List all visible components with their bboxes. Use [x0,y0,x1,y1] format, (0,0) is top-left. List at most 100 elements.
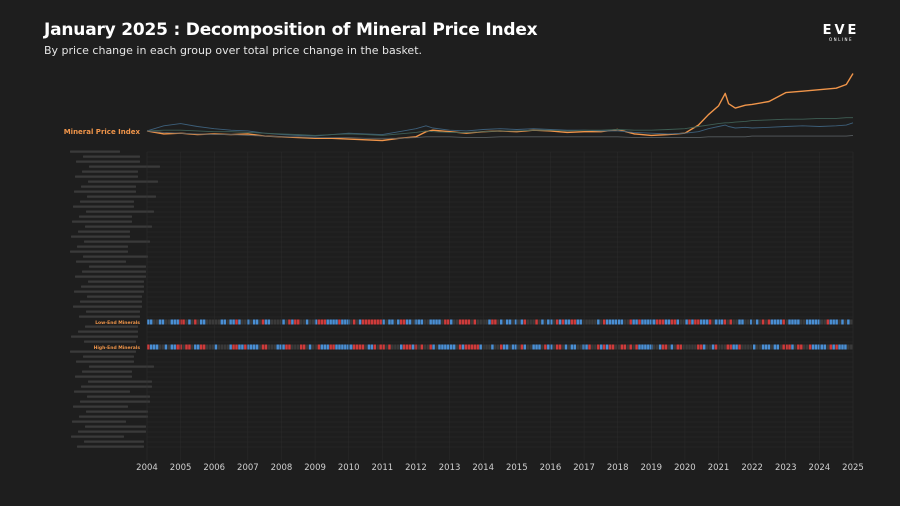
heatmap-cell [470,319,474,325]
heatmap-cell [835,319,838,325]
heatmap-cell [373,319,377,325]
heatmap-cell [526,344,529,350]
heatmap-cell [805,344,809,350]
heatmap-cell [323,344,327,350]
heatmap-cell [847,344,850,350]
heatmap-cell [729,319,732,325]
heatmap-cell [247,319,250,325]
heatmap-cell [747,344,750,350]
heatmap-cell [447,344,450,350]
heatmap-cell [826,344,830,350]
heatmap-cell [700,344,703,350]
x-tick-label: 2008 [271,463,293,473]
heatmap-cell [829,344,832,350]
heatmap-cell [473,319,477,325]
heatmap-row-label-placeholder [82,370,132,373]
heatmap-row-label-placeholder [82,170,138,173]
x-tick-label: 2017 [573,463,595,473]
heatmap-row-label-placeholder [79,415,148,418]
x-axis: 2004 2005 2006 2007 2008 2009 2010 2011 2012 2013… [136,152,864,473]
heatmap-cell [444,344,447,350]
heatmap-cell [285,319,288,325]
heatmap-cell [800,319,803,325]
heatmap-cell [299,319,303,325]
heatmap-cell [361,319,365,325]
heatmap-cell [758,319,762,325]
heatmap-row-label-placeholder [89,165,160,168]
heatmap-cell [588,319,591,325]
heatmap-cell [608,344,612,350]
heatmap-cell [764,319,768,325]
heatmap-cell [241,319,244,325]
x-tick-label: 2014 [472,463,494,473]
x-tick-label: 2023 [775,463,797,473]
heatmap-cell [329,344,332,350]
heatmap-cell [632,319,635,325]
heatmap-cell [258,319,262,325]
heatmap-cell [249,344,253,350]
heatmap-cell [188,344,191,350]
heatmap-row-label-placeholder [78,230,130,233]
heatmap-cell [538,344,541,350]
heatmap-cell [623,344,627,350]
heatmap-cell [388,319,391,325]
heatmap-cell [332,319,335,325]
heatmap-cell [276,319,279,325]
x-tick-label: 2009 [304,463,326,473]
heatmap-cell [397,319,400,325]
heatmap-cell [735,344,738,350]
heatmap-cell [638,344,641,350]
heatmap-cell [379,319,382,325]
heatmap-cell [585,344,588,350]
heatmap-cell [432,319,435,325]
heatmap-cell [764,344,768,350]
heatmap-cell [397,344,400,350]
heatmap-cell [850,344,853,350]
heatmap-cell [197,344,200,350]
heatmap-cell [570,344,574,350]
heatmap-cell [832,319,835,325]
heatmap-cell [617,344,621,350]
heatmap-cell [247,344,250,350]
heatmap-cell [264,319,268,325]
heatmap-cell [491,319,494,325]
heatmap-cell [741,344,744,350]
heatmap-cell [611,319,615,325]
heatmap-cell [258,344,262,350]
heatmap-row-label-placeholder [87,395,150,398]
heatmap-cell [555,319,559,325]
heatmap-cell [417,319,421,325]
heatmap-row-label-placeholder [84,340,136,343]
heatmap-cell [420,319,424,325]
heatmap-cell [238,344,241,350]
heatmap-cell [788,344,791,350]
heatmap-cell [482,319,485,325]
heatmap-row-label-placeholder [79,215,132,218]
heatmap-cell [611,344,615,350]
heatmap-cell [488,319,491,325]
heatmap-cell [185,344,188,350]
heatmap-cell [600,319,603,325]
heatmap-cell [752,319,756,325]
heatmap-cell [679,344,682,350]
heatmap-cell [170,319,174,325]
heatmap-cell [644,319,647,325]
heatmap-row-label-placeholder [81,385,152,388]
heatmap-cell [208,319,212,325]
heatmap-cell [494,344,497,350]
heatmap-cell [670,319,674,325]
heatmap-row-label-placeholder [75,275,146,278]
heatmap-cell [202,319,206,325]
heatmap-cell [252,344,256,350]
heatmap-cell [164,344,168,350]
heatmap-cell [320,344,324,350]
heatmap-cell [464,319,468,325]
heatmap-cell [438,319,441,325]
heatmap-cell [685,344,688,350]
heatmap-cell [567,319,571,325]
heatmap-cell [308,344,312,350]
heatmap-cell [597,344,600,350]
heatmap-cell [523,344,527,350]
heatmap-cell [661,344,665,350]
